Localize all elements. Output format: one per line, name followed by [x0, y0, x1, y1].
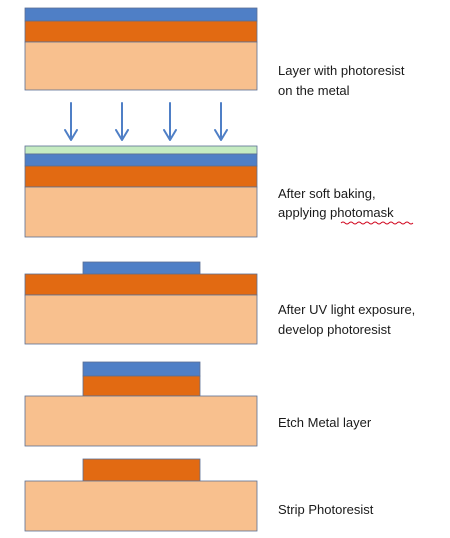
step-3-label-line2: develop photoresist [278, 322, 391, 337]
step-2-photoresist-layer [24, 153, 258, 167]
step-2-label: After soft baking, [278, 186, 376, 201]
step-2-stack [24, 145, 258, 238]
step-5-stack [24, 458, 258, 532]
step-2-metal-layer [24, 165, 258, 188]
step-1-label: Layer with photoresist [278, 63, 405, 78]
step-4-metal-island [82, 375, 201, 397]
step-5-metal-island [82, 458, 201, 482]
step-3-stack [24, 261, 258, 345]
arrow-down-icon [115, 102, 129, 141]
step-3-label-line1: After UV light exposure, [278, 302, 415, 317]
step-2-substrate-layer [24, 186, 258, 238]
arrow-down-icon [64, 102, 78, 141]
step-4-substrate-layer [24, 395, 258, 447]
step-4-stack [24, 361, 258, 447]
step-5-label-line1: Strip Photoresist [278, 502, 374, 517]
step-5-label: Strip Photoresist [278, 502, 374, 517]
step-3-label-2: develop photoresist [278, 322, 391, 337]
step-1-label-2: on the metal [278, 83, 350, 98]
step-3-label: After UV light exposure, [278, 302, 415, 317]
arrow-down-icon [214, 102, 228, 141]
uv-light-arrows [64, 102, 228, 141]
spellcheck-underline [340, 221, 414, 225]
step-2-label-line2: applying photomask [278, 205, 394, 220]
step-1-label-line2: on the metal [278, 83, 350, 98]
step-1-label-line1: Layer with photoresist [278, 63, 405, 78]
step-1-stack [24, 7, 258, 91]
step-3-photoresist-island [82, 261, 201, 275]
step-1-substrate-layer [24, 41, 258, 91]
step-1-metal-layer [24, 20, 258, 43]
step-4-label: Etch Metal layer [278, 415, 372, 430]
step-2-label-2: applying photomask [278, 205, 394, 220]
step-2-label-line1: After soft baking, [278, 186, 376, 201]
step-3-metal-layer [24, 273, 258, 296]
step-2-photomask-layer [24, 145, 258, 155]
step-1-photoresist-layer [24, 7, 258, 22]
step-5-substrate-layer [24, 480, 258, 532]
arrow-down-icon [163, 102, 177, 141]
step-4-label-line1: Etch Metal layer [278, 415, 372, 430]
step-3-substrate-layer [24, 294, 258, 345]
step-4-photoresist-island [82, 361, 201, 377]
